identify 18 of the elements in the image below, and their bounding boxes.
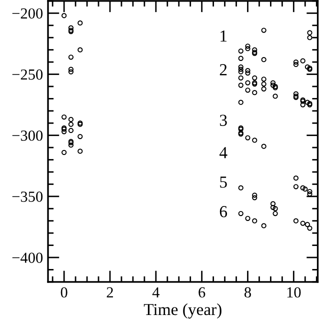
x-tick-label: 2 <box>106 287 113 298</box>
y-tick-label: −250 <box>12 69 43 80</box>
x-axis-title: Time (year) <box>144 303 222 319</box>
annotation: 3 <box>220 114 227 126</box>
annotation: 2 <box>220 64 227 76</box>
y-tick-label: −400 <box>12 252 43 263</box>
x-tick-label: 10 <box>287 287 301 298</box>
annotation: 5 <box>220 176 227 188</box>
y-tick-label: −350 <box>12 192 43 202</box>
annotation: 6 <box>220 206 228 218</box>
annotation: 1 <box>220 30 227 42</box>
x-tick-label: 0 <box>60 287 68 298</box>
x-tick-label: 6 <box>198 287 206 298</box>
x-tick-label: 8 <box>244 287 251 298</box>
x-tick-label: 4 <box>152 287 160 298</box>
y-tick-label: −200 <box>12 8 43 19</box>
y-tick-label: −300 <box>12 130 43 141</box>
annotation: 4 <box>220 147 228 158</box>
